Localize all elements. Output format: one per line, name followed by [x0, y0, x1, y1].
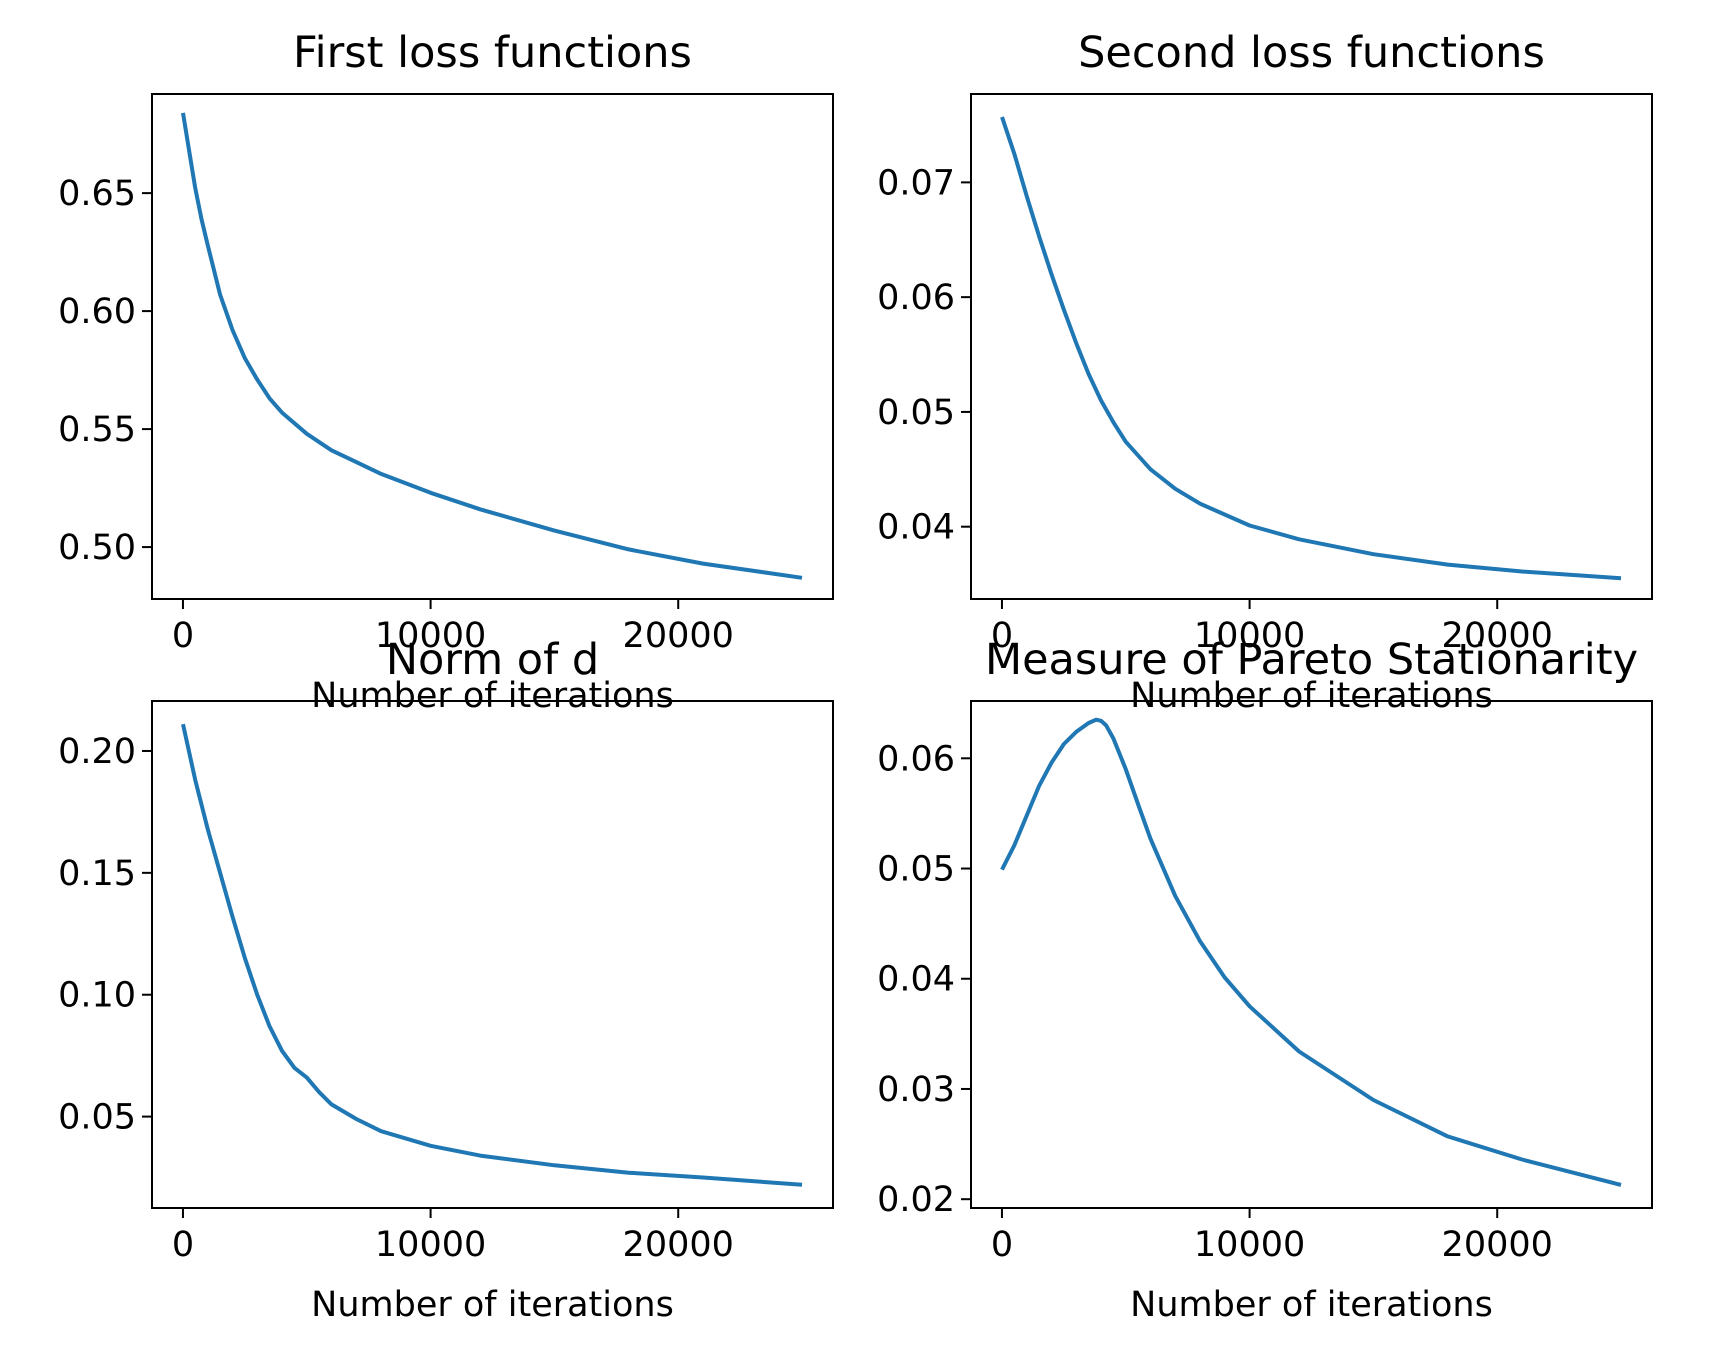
chart-title: Second loss functions — [1078, 28, 1545, 78]
y-tick-label: 0.05 — [58, 1098, 136, 1138]
y-tick-label: 0.07 — [877, 163, 955, 203]
y-tick-label: 0.04 — [877, 508, 955, 548]
x-tick-label: 0 — [172, 616, 194, 656]
axes-frame — [151, 700, 834, 1209]
y-tick-label: 0.03 — [877, 1070, 955, 1110]
axes-frame — [970, 700, 1653, 1209]
y-tick-label: 0.20 — [58, 732, 136, 772]
y-tick-label: 0.02 — [877, 1180, 955, 1220]
x-tick-label: 10000 — [375, 1225, 486, 1265]
y-tick-label: 0.50 — [58, 528, 136, 568]
series-line — [181, 723, 803, 1187]
x-tick-label: 20000 — [1442, 1225, 1553, 1265]
subplot-1: 0 10000 20000 0.50 0.55 0.60 0.65 Number of ite… — [58, 28, 834, 716]
x-axis-label: Number of iterations — [311, 1285, 674, 1325]
axes-frame — [151, 93, 834, 600]
y-tick-label: 0.15 — [58, 854, 136, 894]
x-axis-label: Number of iterations — [311, 676, 674, 716]
y-tick-label: 0.55 — [58, 410, 136, 450]
subplot-3: 0 10000 20000 0.05 0.10 0.15 0.20 Number of ite… — [58, 635, 834, 1325]
y-tick-label: 0.04 — [877, 960, 955, 1000]
x-axis-label: Number of iterations — [1130, 1285, 1493, 1325]
x-tick-label: 20000 — [1442, 616, 1553, 656]
x-tick-label: 0 — [172, 1225, 194, 1265]
y-tick-label: 0.60 — [58, 292, 136, 332]
x-tick-label: 10000 — [1194, 616, 1305, 656]
series-line — [1000, 116, 1622, 581]
x-tick-label: 10000 — [375, 616, 486, 656]
x-tick-label: 20000 — [623, 616, 734, 656]
x-axis-label: Number of iterations — [1130, 676, 1493, 716]
x-tick-label: 0 — [991, 616, 1013, 656]
y-tick-label: 0.65 — [58, 174, 136, 214]
x-tick-label: 20000 — [623, 1225, 734, 1265]
subplot-4: 0 10000 20000 0.02 0.03 0.04 0.05 0.06 Number of… — [877, 635, 1653, 1325]
chart-title: First loss functions — [293, 28, 692, 78]
y-tick-label: 0.10 — [58, 976, 136, 1016]
axes-frame — [970, 93, 1653, 600]
chart-title: Norm of d — [386, 635, 599, 685]
series-line — [181, 112, 803, 580]
subplot-2: 0 10000 20000 0.04 0.05 0.06 0.07 Number of ite… — [877, 28, 1653, 716]
y-tick-label: 0.05 — [877, 850, 955, 890]
y-tick-label: 0.05 — [877, 393, 955, 433]
y-tick-label: 0.06 — [877, 278, 955, 318]
x-tick-label: 10000 — [1194, 1225, 1305, 1265]
chart-title: Measure of Pareto Stationarity — [985, 635, 1638, 685]
x-tick-label: 0 — [991, 1225, 1013, 1265]
series-line — [1000, 717, 1622, 1187]
y-tick-label: 0.06 — [877, 739, 955, 779]
